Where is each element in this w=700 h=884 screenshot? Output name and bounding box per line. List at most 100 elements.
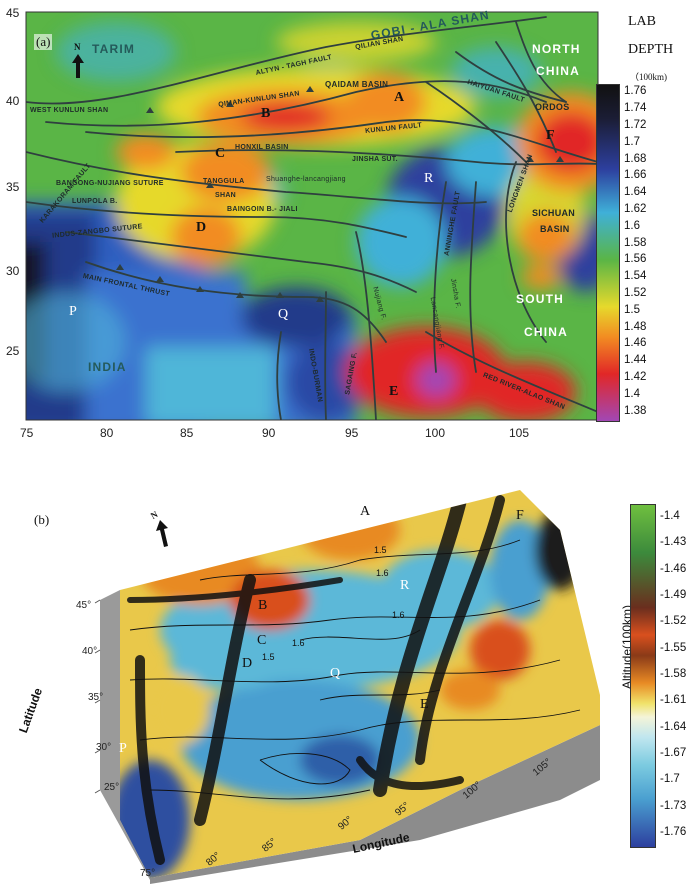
legend-a-value: 1.4 — [624, 387, 640, 400]
legend-a-value: 1.58 — [624, 236, 647, 249]
legend-a-colorbar — [596, 84, 620, 422]
lat-tick-45: 45° — [76, 600, 92, 611]
y-tick-25: 25 — [6, 344, 20, 358]
x-tick-100: 100 — [425, 426, 446, 440]
label-baingoin: BAINGOIN B.- JIALI — [227, 206, 298, 213]
north-arrow-b-icon — [156, 520, 168, 547]
label-sichuan: SICHUAN — [532, 208, 576, 218]
point-b-p: P — [119, 741, 127, 756]
point-b: B — [261, 106, 271, 121]
legend-a-value: 1.38 — [624, 404, 647, 417]
y-tick-40: 40 — [6, 94, 20, 108]
contour-label-4: 1.5 — [262, 652, 275, 662]
legend-a-value: 1.5 — [624, 303, 640, 316]
legend-b-value: -1.7 — [660, 773, 680, 786]
lat-tick-35: 35° — [88, 692, 104, 703]
y-tick-45: 45 — [6, 6, 20, 20]
legend-a-title-1: LAB — [628, 14, 656, 29]
point-b-f: F — [516, 508, 524, 523]
legend-a-title-2: DEPTH — [628, 42, 674, 57]
legend-a-unit: （100km) — [630, 72, 667, 82]
point-e: E — [389, 384, 399, 399]
legend-b-value: -1.46 — [660, 562, 687, 575]
legend-a-value: 1.56 — [624, 253, 647, 266]
legend-a-value: 1.46 — [624, 337, 647, 350]
label-sichuan-basin: BASIN — [540, 224, 570, 234]
x-tick-105: 105 — [509, 426, 530, 440]
contour-label-3: 1.6 — [392, 610, 405, 620]
legend-b-value: -1.55 — [660, 641, 687, 654]
north-label-a: N — [74, 42, 81, 52]
panel-a-label: (a) — [34, 34, 53, 50]
x-tick-90: 90 — [262, 426, 276, 440]
label-west-kunlun: WEST KUNLUN SHAN — [30, 107, 109, 114]
point-b-c: C — [257, 633, 267, 648]
legend-b-value: -1.58 — [660, 668, 687, 680]
terrain-side-front — [150, 725, 600, 884]
lat-tick-25: 25° — [104, 782, 120, 793]
label-india: INDIA — [88, 360, 127, 374]
legend-a-value: 1.52 — [624, 287, 647, 299]
legend-b-values: -1.4 -1.43 -1.46 -1.49 -1.52 -1.55 -1.58 -1.61 -… — [660, 504, 700, 846]
point-b-d: D — [242, 656, 253, 671]
legend-a-value: 1.72 — [624, 119, 647, 131]
legend-a-value: 1.68 — [624, 152, 647, 165]
legend-b-value: -1.49 — [660, 589, 687, 602]
legend-b-colorbar — [630, 504, 656, 848]
map-a — [25, 11, 599, 421]
label-south: SOUTH — [516, 292, 564, 306]
legend-b-value: -1.73 — [660, 799, 687, 812]
legend-a-value: 1.6 — [624, 219, 640, 232]
point-q: Q — [278, 307, 289, 322]
point-f: F — [546, 128, 555, 143]
lat-tick-30: 30° — [96, 742, 112, 753]
legend-b-value: -1.67 — [660, 746, 687, 759]
point-b-b: B — [258, 598, 268, 613]
legend-a-value: 1.76 — [624, 85, 647, 98]
legend-a-value: 1.54 — [624, 270, 647, 283]
terrain-3d — [94, 490, 600, 884]
y-tick-35: 35 — [6, 180, 20, 194]
legend-b-value: -1.76 — [660, 825, 687, 838]
label-honxil: HONXIL BASIN — [235, 144, 289, 151]
label-tarim: TARIM — [92, 42, 136, 56]
x-tick-85: 85 — [180, 426, 194, 440]
point-b-q: Q — [330, 666, 341, 681]
legend-a-value: 1.48 — [624, 320, 647, 333]
lon-tick-75: 75° — [140, 868, 156, 879]
lat-tick-40: 40° — [82, 646, 98, 657]
point-b-a: A — [360, 504, 371, 519]
legend-a-value: 1.62 — [624, 203, 647, 215]
legend-b-value: -1.61 — [660, 694, 687, 707]
legend-a-value: 1.42 — [624, 371, 647, 383]
panel-a: (a) N TARIM GOBI - ALA SHAN NORTH CHINA … — [6, 6, 684, 440]
label-ordos: ORDOS — [535, 102, 570, 112]
terrain-side-left — [100, 590, 150, 880]
north-arrow-icon — [72, 54, 84, 78]
label-jinsha-sut: JINSHA SUT. — [352, 156, 398, 163]
legend-b-value: -1.4 — [660, 510, 680, 523]
legend-b-value: -1.52 — [660, 615, 687, 628]
x-tick-95: 95 — [345, 426, 359, 440]
legend-a-value: 1.74 — [624, 102, 647, 115]
legend-b-value: -1.64 — [660, 720, 687, 733]
label-north: NORTH — [532, 42, 581, 56]
label-tanggula-shan: SHAN — [215, 192, 237, 199]
point-d: D — [196, 220, 207, 235]
x-tick-80: 80 — [100, 426, 114, 440]
point-a: A — [394, 90, 405, 105]
panel-b: (b) N A F B C D R Q E P 1.5 1.6 1.6 1.5 … — [0, 460, 700, 884]
legend-a-values: 1.76 1.74 1.72 1.7 1.68 1.66 1.64 1.62 1.6 1.58 1.… — [624, 84, 684, 420]
x-tick-75: 75 — [20, 426, 34, 440]
panel-b-label: (b) — [34, 512, 50, 527]
contour-label-2: 1.6 — [376, 568, 389, 578]
point-r: R — [424, 171, 434, 186]
contour-label-5: 1.6 — [292, 638, 305, 648]
label-lunpola: LUNPOLA B. — [72, 198, 118, 205]
point-b-e: E — [420, 697, 429, 712]
point-c: C — [215, 146, 226, 161]
legend-a-value: 1.44 — [624, 354, 647, 367]
label-qaidam: QAIDAM BASIN — [325, 80, 389, 89]
legend-a-value: 1.64 — [624, 186, 647, 199]
legend-b-value: -1.43 — [660, 536, 687, 549]
